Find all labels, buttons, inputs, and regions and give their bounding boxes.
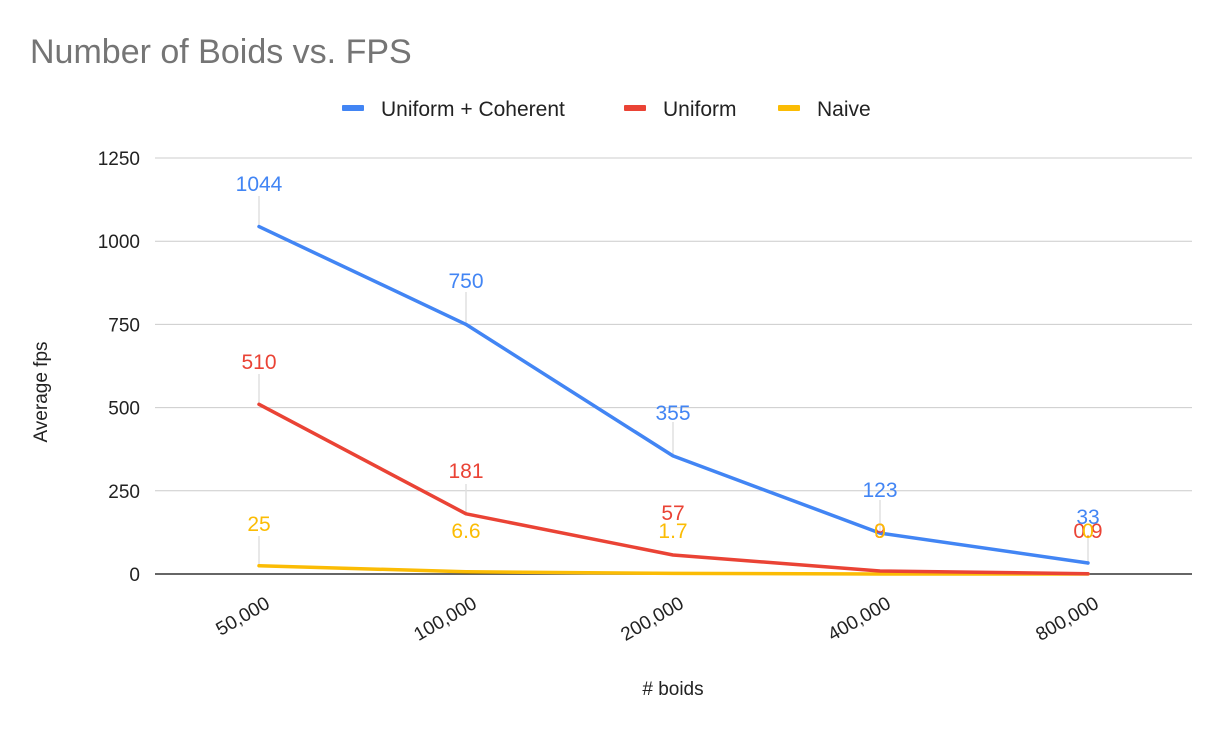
legend-swatch	[342, 105, 364, 111]
data-label: 25	[247, 513, 270, 536]
y-tick-label: 0	[129, 565, 140, 586]
x-tick-label: 50,000	[213, 593, 274, 640]
x-tick-label: 200,000	[618, 593, 688, 646]
y-tick-label: 250	[108, 482, 140, 503]
legend-label: Uniform	[663, 98, 737, 121]
data-label: 0	[1082, 520, 1094, 543]
y-tick-label: 1250	[98, 149, 140, 170]
series-lines	[257, 224, 1090, 576]
data-label: 181	[448, 460, 483, 483]
data-label: 1.7	[658, 520, 687, 543]
x-axis-title: # boids	[642, 679, 703, 700]
x-tick-label: 800,000	[1033, 593, 1103, 646]
y-tick-label: 750	[108, 315, 140, 336]
data-label: 1044	[236, 173, 283, 196]
series-line-uniform	[257, 402, 1090, 576]
data-label: 355	[655, 402, 690, 425]
data-label: 9	[874, 520, 886, 543]
data-label: 57	[661, 502, 684, 525]
data-label: 6.6	[451, 520, 480, 543]
label-leader-lines	[258, 196, 1089, 566]
legend-label: Uniform + Coherent	[381, 98, 565, 121]
data-label: 123	[862, 479, 897, 502]
legend-label: Naive	[817, 98, 871, 121]
y-tick-label: 1000	[98, 232, 140, 253]
legend-swatch	[624, 105, 646, 111]
y-tick-label: 500	[108, 399, 140, 420]
series-line-uniform-coherent	[257, 224, 1090, 565]
data-label: 0	[874, 520, 886, 543]
x-tick-label: 100,000	[411, 593, 481, 646]
data-label: 510	[241, 351, 276, 374]
y-axis-ticks: 0 250 500 750 1000 1250	[98, 149, 140, 586]
data-label: 33	[1076, 506, 1099, 529]
y-axis-title: Average fps	[31, 341, 52, 442]
data-labels: 1044 750 355 123 33 510 181 57 9 0.9 25 6.6 1.7 0 0	[236, 173, 1103, 543]
x-axis-ticks: 50,000 100,000 200,000 400,000 800,000	[213, 593, 1103, 646]
series-line-naive	[257, 563, 1090, 576]
data-label: 750	[448, 270, 483, 293]
x-tick-label: 400,000	[825, 593, 895, 646]
data-label: 0.9	[1073, 520, 1102, 543]
legend-swatch	[778, 105, 800, 111]
legend: Uniform + Coherent Uniform Naive	[342, 98, 871, 121]
chart-title: Number of Boids vs. FPS	[30, 33, 412, 71]
